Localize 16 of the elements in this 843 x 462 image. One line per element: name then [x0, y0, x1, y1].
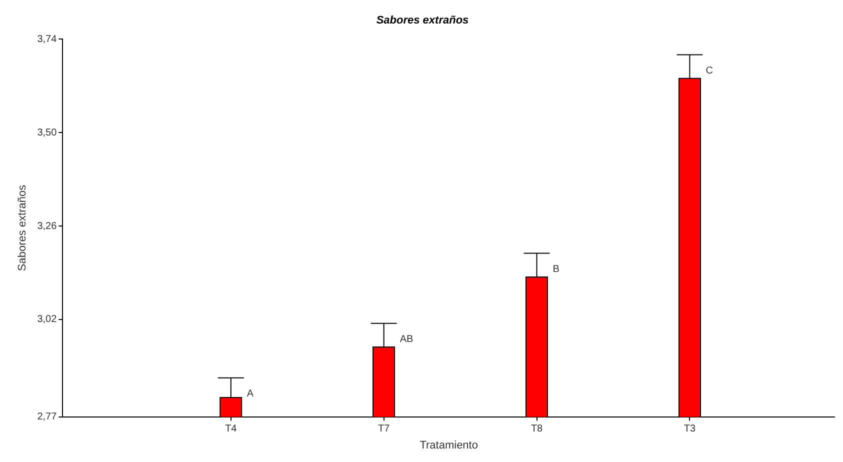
x-axis-title: Tratamiento — [420, 439, 478, 452]
y-axis-title: Sabores extraños — [16, 184, 29, 272]
annotation: B — [552, 264, 560, 276]
annotation: C — [706, 66, 713, 77]
y-tick-label: 2,77 — [37, 412, 58, 423]
chart-title: Sabores extraños — [376, 14, 469, 27]
x-tick-label: T4 — [225, 424, 238, 435]
x-tick-label: T7 — [378, 424, 390, 435]
annotation: AB — [400, 334, 414, 346]
y-tick-label: 3,74 — [37, 34, 58, 45]
y-tick-label: 3,50 — [37, 127, 58, 138]
y-tick-label: 3,26 — [37, 220, 58, 232]
y-tick-label: 3,02 — [37, 314, 58, 326]
annotation: A — [246, 388, 254, 400]
x-tick-label: T8 — [530, 424, 544, 435]
x-tick-label: T3 — [684, 424, 696, 435]
